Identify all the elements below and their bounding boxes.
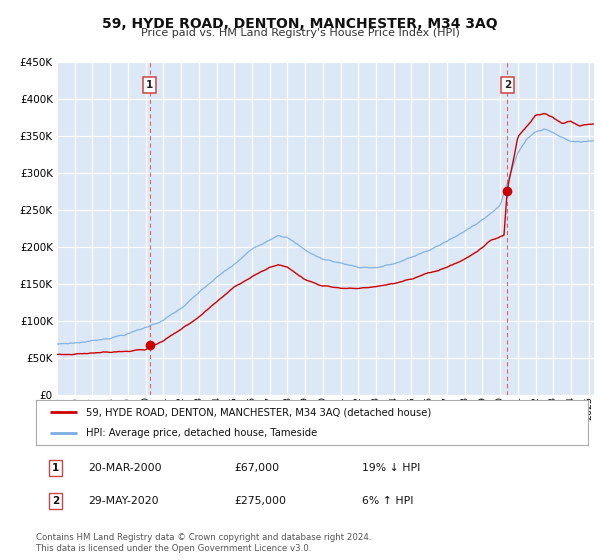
- Text: 29-MAY-2020: 29-MAY-2020: [88, 496, 159, 506]
- Text: 6% ↑ HPI: 6% ↑ HPI: [362, 496, 413, 506]
- Text: 59, HYDE ROAD, DENTON, MANCHESTER, M34 3AQ: 59, HYDE ROAD, DENTON, MANCHESTER, M34 3…: [102, 17, 498, 31]
- Text: Contains HM Land Registry data © Crown copyright and database right 2024.
This d: Contains HM Land Registry data © Crown c…: [36, 533, 371, 553]
- Text: 2: 2: [504, 80, 511, 90]
- Text: 1: 1: [52, 463, 59, 473]
- Text: 59, HYDE ROAD, DENTON, MANCHESTER, M34 3AQ (detached house): 59, HYDE ROAD, DENTON, MANCHESTER, M34 3…: [86, 408, 431, 418]
- Text: 2: 2: [52, 496, 59, 506]
- Text: 19% ↓ HPI: 19% ↓ HPI: [362, 463, 420, 473]
- Text: Price paid vs. HM Land Registry's House Price Index (HPI): Price paid vs. HM Land Registry's House …: [140, 28, 460, 38]
- Text: 20-MAR-2000: 20-MAR-2000: [88, 463, 162, 473]
- Text: £67,000: £67,000: [235, 463, 280, 473]
- Text: 1: 1: [146, 80, 153, 90]
- Text: HPI: Average price, detached house, Tameside: HPI: Average price, detached house, Tame…: [86, 428, 317, 438]
- Text: £275,000: £275,000: [235, 496, 287, 506]
